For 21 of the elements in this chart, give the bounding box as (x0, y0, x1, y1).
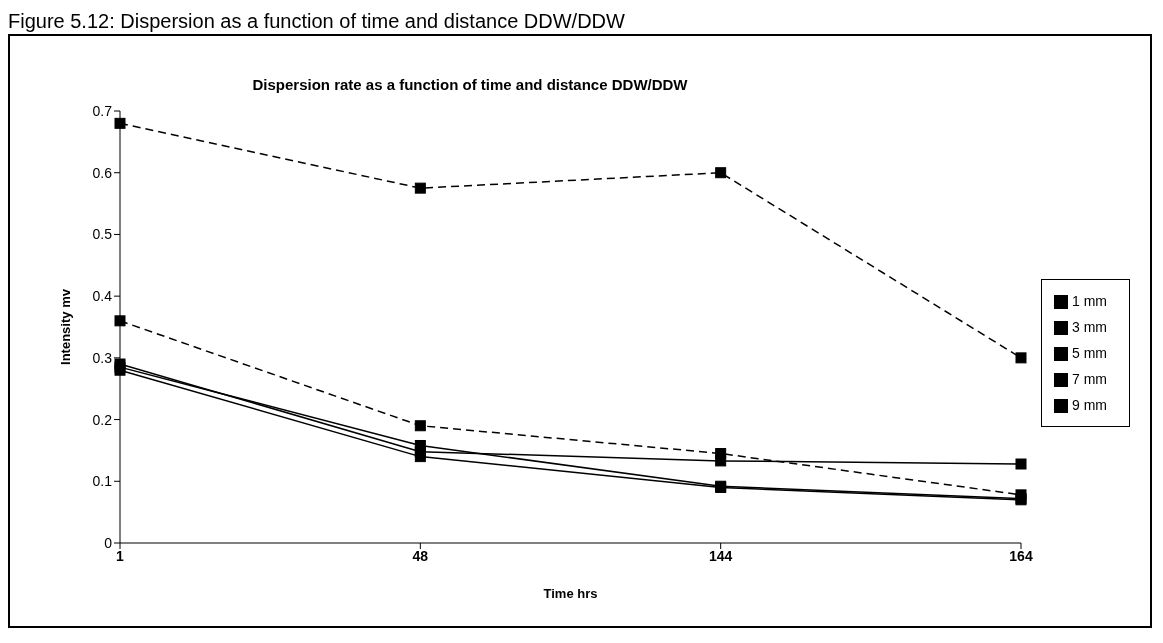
caption: Figure 5.12: Dispersion as a function of time and distance DDW/DDW (8, 9, 626, 34)
y-tick-label: 0.5 (92, 226, 113, 243)
y-axis-title: Intensity mv (57, 288, 73, 365)
y-tick-label: 0.1 (92, 473, 113, 490)
legend-label: 7 mm (1072, 371, 1107, 387)
y-tick-label: 0.4 (92, 288, 113, 305)
y-tick-label: 0 (104, 534, 113, 551)
y-tick-label: 0.6 (92, 164, 113, 181)
legend-label: 9 mm (1072, 397, 1107, 413)
legend-label: 1 mm (1072, 293, 1107, 309)
y-tick-label: 0.2 (92, 411, 113, 428)
x-axis-title: Time hrs (543, 586, 598, 601)
x-tick-label: 1 (116, 547, 125, 564)
y-tick-label: 0.7 (92, 102, 113, 119)
x-tick-label: 48 (412, 547, 429, 564)
legend-label: 5 mm (1072, 345, 1107, 361)
x-tick-label: 164 (1009, 547, 1033, 564)
chart-title: Dispersion rate as a function of time and distance DDW/DDW (251, 76, 689, 93)
x-tick-label: 144 (708, 547, 733, 564)
y-tick-label: 0.3 (92, 349, 113, 366)
legend-label: 3 mm (1072, 319, 1107, 335)
